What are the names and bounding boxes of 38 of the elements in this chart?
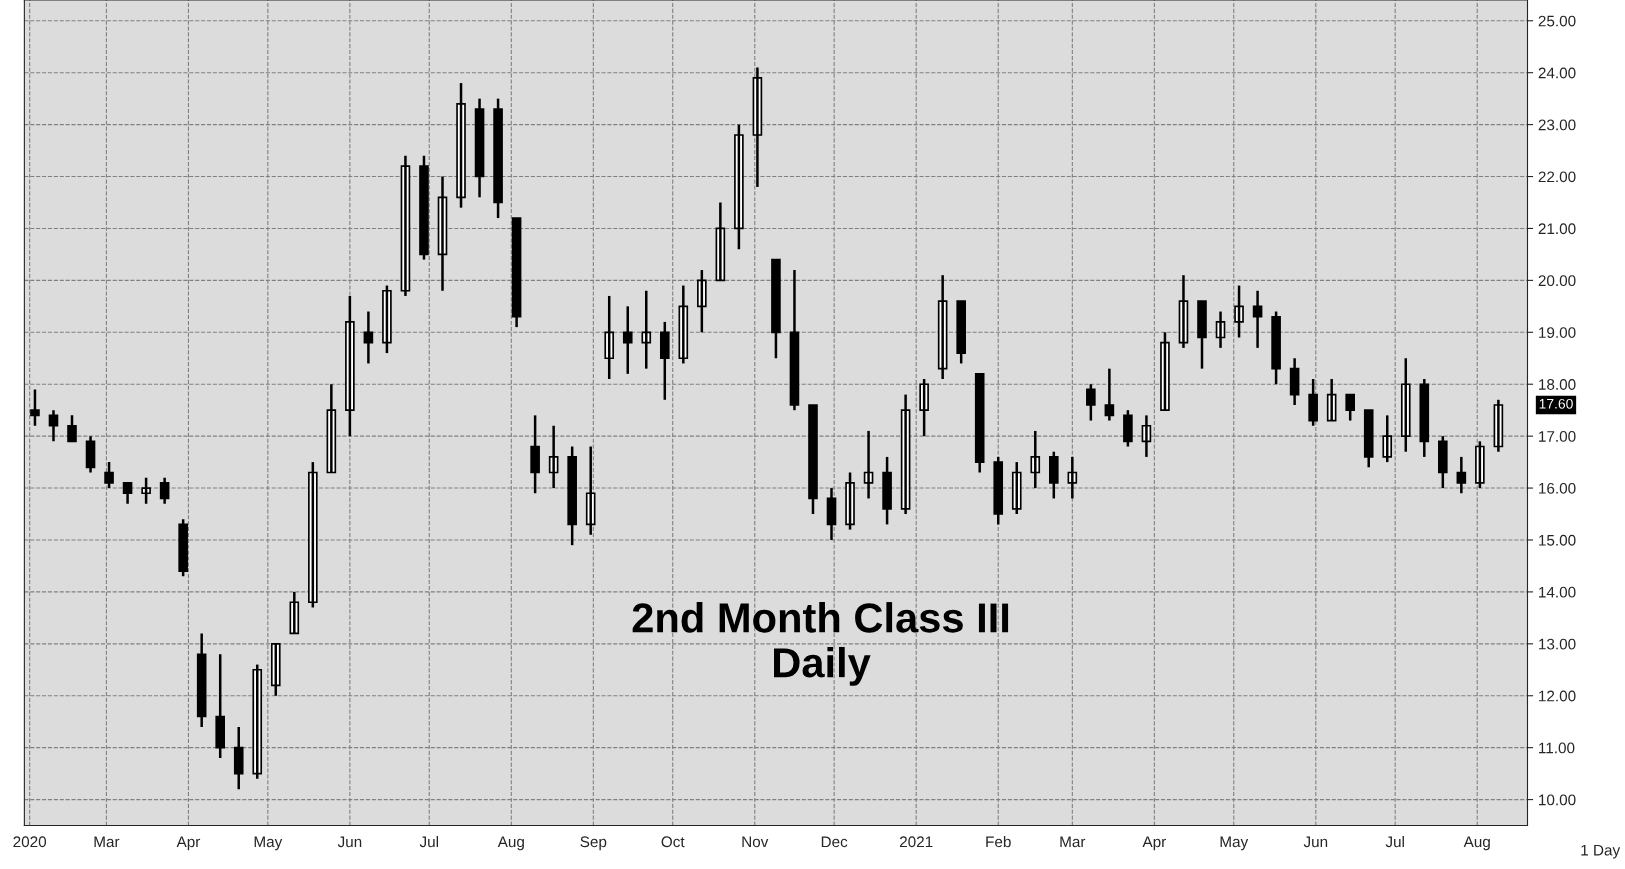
x-tick-label: Jun: [1303, 836, 1328, 848]
y-tick-label: 24.00: [1538, 67, 1576, 79]
x-tick-label: 2021: [899, 836, 933, 848]
text: 17.60: [1539, 398, 1573, 409]
y-tick-label: 12.00: [1539, 690, 1576, 702]
x-tick-label: Apr: [176, 836, 201, 851]
x-tick-label: Mar: [94, 836, 120, 848]
y-tick-label: 16.00: [1539, 482, 1576, 494]
x-tick-label: 2020: [13, 836, 47, 848]
y-tick-label: 14.00: [1539, 586, 1576, 598]
y-tick-label: 19.00: [1539, 327, 1576, 338]
y-tick-label: 21.00: [1538, 223, 1576, 235]
x-tick-label: Dec: [821, 836, 848, 848]
y-tick-label: 22.00: [1538, 171, 1576, 183]
x-tick-label: May: [1220, 836, 1249, 851]
y-tick-label: 11.00: [1539, 742, 1575, 754]
y-tick-label: 18.00: [1539, 379, 1576, 390]
y-tick-label: 13.00: [1539, 638, 1576, 650]
y-tick-label: 25.00: [1538, 15, 1576, 27]
text: 2nd Month Class III Daily: [632, 602, 1009, 686]
x-tick-label: Jun: [337, 836, 362, 848]
x-tick-label: Mar: [1060, 836, 1086, 848]
y-tick-label: 17.00: [1539, 431, 1576, 442]
text: 1 Day: [1581, 844, 1621, 859]
x-tick-label: Aug: [497, 836, 524, 851]
x-tick-label: Feb: [986, 835, 1011, 848]
y-tick-label: 15.00: [1539, 534, 1576, 546]
y-tick-label: 23.00: [1538, 119, 1576, 131]
x-tick-label: Nov: [742, 836, 769, 848]
x-tick-label: Aug: [1463, 836, 1490, 851]
y-tick-label: 20.00: [1538, 275, 1576, 287]
x-tick-label: Apr: [1142, 836, 1166, 851]
x-tick-label: Oct: [661, 836, 685, 848]
y-tick-label: 10.00: [1539, 794, 1576, 806]
x-tick-label: Jul: [1385, 835, 1404, 848]
x-tick-label: Jul: [419, 835, 439, 848]
x-tick-label: Sep: [580, 836, 607, 851]
x-tick-label: May: [254, 836, 283, 851]
